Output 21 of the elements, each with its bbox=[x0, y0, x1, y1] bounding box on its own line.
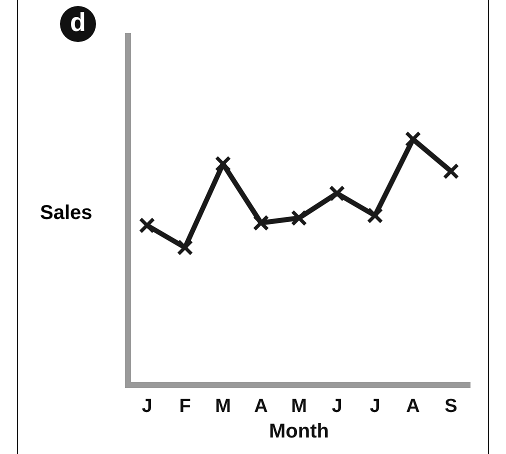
point bbox=[138, 217, 156, 234]
x-tick-label: J bbox=[370, 396, 380, 417]
point bbox=[176, 239, 194, 256]
x-tick-label: A bbox=[254, 396, 268, 417]
x-axis-title: Month bbox=[269, 420, 329, 443]
point bbox=[252, 214, 270, 232]
x-tick-label: S bbox=[444, 396, 458, 417]
point bbox=[366, 207, 384, 224]
x-tick-label: J bbox=[332, 396, 342, 417]
text: d bbox=[60, 6, 96, 42]
x-tick-label: J bbox=[142, 396, 152, 417]
x-tick-label: F bbox=[179, 396, 191, 417]
point bbox=[404, 131, 422, 148]
x-tick-label: M bbox=[291, 396, 307, 417]
x-tick-label: A bbox=[406, 396, 420, 417]
point bbox=[290, 210, 308, 226]
point bbox=[442, 163, 460, 180]
point bbox=[328, 185, 346, 202]
x-tick-label: M bbox=[215, 396, 231, 417]
point bbox=[214, 156, 232, 172]
y-axis-title: Sales bbox=[40, 202, 92, 225]
